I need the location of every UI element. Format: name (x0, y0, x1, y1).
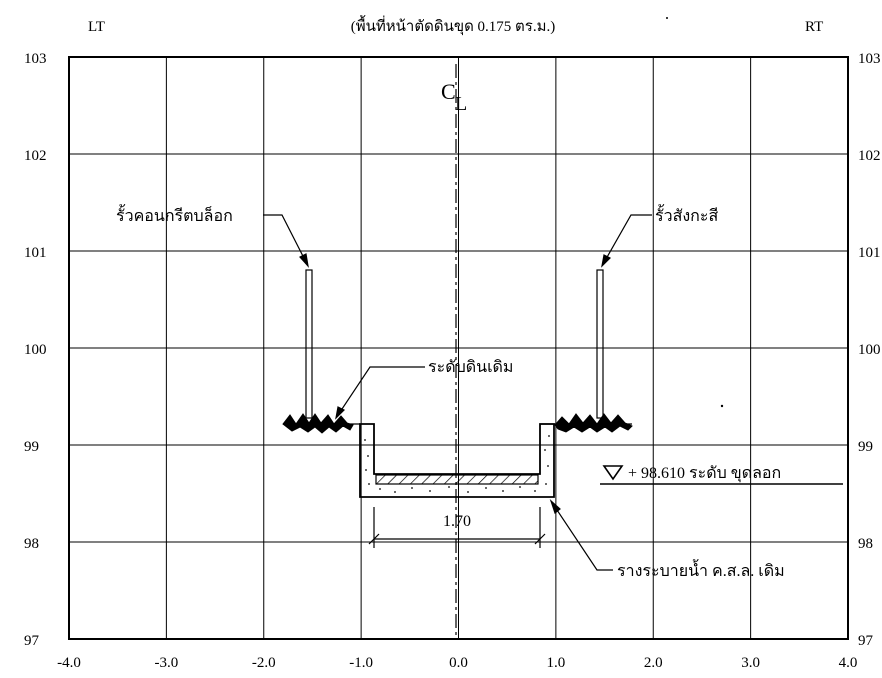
existing-ground-label: ระดับดินเดิม (428, 359, 513, 376)
centerline-symbol-l: L (455, 93, 467, 115)
right-side-label: RT (805, 19, 823, 35)
left-concrete-block-fence (306, 270, 312, 418)
y-left-tick-label: 98 (24, 536, 39, 552)
y-axis-right-labels: 103 102 101 100 99 98 97 (858, 51, 881, 649)
concrete-u-ditch (360, 424, 554, 497)
ditch-leader (551, 501, 613, 570)
y-axis-left-labels: 103 102 101 100 99 98 97 (24, 51, 47, 649)
y-right-tick-label: 98 (858, 536, 873, 552)
stray-dot (721, 405, 723, 407)
left-fence-leader (263, 215, 308, 266)
y-right-tick-label: 100 (858, 342, 881, 358)
ditch-label: รางระบายน้ำ ค.ส.ล. เดิม (617, 559, 785, 580)
y-left-tick-label: 101 (24, 245, 47, 261)
y-right-tick-label: 102 (858, 148, 881, 164)
centerline-symbol-c: C (441, 79, 456, 104)
y-right-tick-label: 101 (858, 245, 881, 261)
x-tick-label: 3.0 (741, 655, 760, 671)
dredge-level-label: + 98.610 ระดับ ขุดลอก (628, 465, 781, 483)
section-area-title: (พื้นที่หน้าตัดดินขุด 0.175 ตร.ม.) (351, 15, 556, 36)
left-fence-label: รั้วคอนกรีตบล็อก (116, 204, 233, 225)
grid (69, 57, 848, 639)
x-tick-label: 1.0 (547, 655, 566, 671)
y-right-tick-label: 99 (858, 439, 873, 455)
x-tick-label: -1.0 (349, 655, 373, 671)
x-tick-label: 4.0 (839, 655, 858, 671)
x-tick-label: 2.0 (644, 655, 663, 671)
x-axis-labels: -4.0 -3.0 -2.0 -1.0 0.0 1.0 2.0 3.0 4.0 (57, 655, 857, 671)
y-left-tick-label: 102 (24, 148, 47, 164)
y-left-tick-label: 100 (24, 342, 47, 358)
y-left-tick-label: 97 (24, 633, 40, 649)
x-tick-label: -4.0 (57, 655, 81, 671)
x-tick-label: 0.0 (449, 655, 468, 671)
dredge-level-triangle-icon (604, 466, 622, 479)
left-side-label: LT (88, 19, 105, 35)
y-left-tick-label: 103 (24, 51, 47, 67)
x-tick-label: -2.0 (252, 655, 276, 671)
y-right-tick-label: 97 (858, 633, 874, 649)
right-fence-leader (602, 215, 652, 266)
x-tick-label: -3.0 (155, 655, 179, 671)
existing-ground-leader (336, 367, 425, 418)
dredge-sediment-layer (376, 475, 538, 484)
right-fence-label: รั้วสังกะสี (655, 204, 718, 225)
y-left-tick-label: 99 (24, 439, 39, 455)
y-right-tick-label: 103 (858, 51, 881, 67)
ditch-width-label: 1.70 (443, 513, 471, 530)
right-ground-surface (555, 414, 632, 432)
right-zinc-fence (597, 270, 603, 418)
stray-dot (666, 17, 668, 19)
